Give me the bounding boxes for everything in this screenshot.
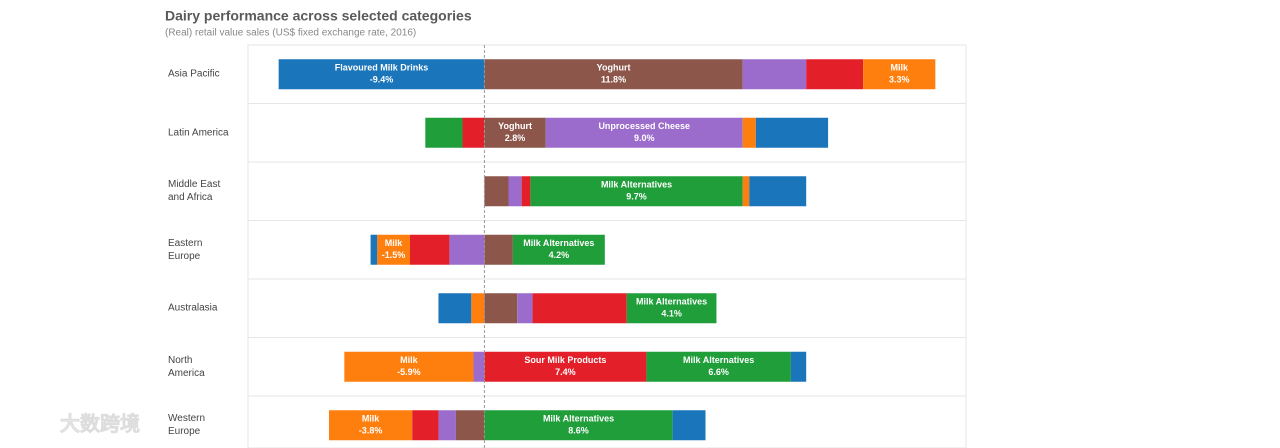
bar-segment [438,293,472,324]
bar-segment [530,176,743,207]
bar-segment [521,176,531,207]
data-label: 11.8% [601,75,626,85]
segment-name: Milk [400,355,418,365]
category-label: Eastern Europe [168,237,203,262]
data-label: 6.6% [708,367,729,377]
plot-frame [247,44,967,448]
bar-segment [484,176,509,207]
bar-segment [370,234,378,265]
data-label: 2.8% [505,133,526,143]
bar-segment [742,59,807,90]
bar-segment [471,293,485,324]
bar-segment [455,410,485,441]
bar-segment [462,117,485,148]
bar-segment [412,410,439,441]
bar-segment [484,293,518,324]
segment-name: Sour Milk Products [524,355,606,365]
data-label: -1.5% [382,250,406,260]
bar-segment [484,117,546,148]
segment-name: Yoghurt [597,63,631,73]
bar-segment [755,117,829,148]
data-label: 4.2% [549,250,570,260]
bar-segment [863,59,936,90]
bar-segment [742,117,756,148]
bar-segment [626,293,717,324]
bar-segment [278,59,485,90]
segment-name: Yoghurt [498,121,532,131]
bar-segment [672,410,706,441]
segment-name: Milk Alternatives [683,355,754,365]
bar-segment [484,59,743,90]
segment-name: Milk Alternatives [636,297,707,307]
bar-segment [545,117,743,148]
data-label: -9.4% [370,75,394,85]
segment-name: Milk [362,414,380,424]
bar-segment [790,351,807,382]
segment-name: Milk Alternatives [601,180,672,190]
segment-name: Milk [890,63,908,73]
data-label: 3.3% [889,75,910,85]
category-label: North America [168,354,205,379]
segment-name: Milk Alternatives [523,238,594,248]
bar-segment [484,234,513,265]
data-label: -5.9% [397,367,421,377]
bar-segment [508,176,522,207]
bar-segment [646,351,791,382]
bar-segment [449,234,485,265]
segment-name: Milk [385,238,403,248]
data-label: 9.0% [634,133,655,143]
bar-segment [377,234,410,265]
segment-name: Milk Alternatives [543,414,614,424]
chart-subtitle: (Real) retail value sales (US$ fixed exc… [165,28,416,39]
data-label: -3.8% [359,426,383,436]
bar-segment [749,176,807,207]
segment-name: Unprocessed Cheese [598,121,690,131]
bar-segment [344,351,474,382]
bar-segment [484,351,647,382]
bar-segment [532,293,627,324]
data-label: 7.4% [555,367,576,377]
bar-segment [328,410,413,441]
bar-segment [409,234,450,265]
category-label: Middle East and Africa [168,179,221,204]
chart-title: Dairy performance across selected catego… [165,8,472,24]
data-label: 9.7% [626,192,647,202]
bar-segment [425,117,463,148]
bar-segment [484,410,673,441]
bar-segment [438,410,456,441]
watermark: 大数跨境 [60,411,140,435]
bar-segment [806,59,864,90]
data-label: 4.1% [661,309,682,319]
category-label: Australasia [168,302,218,314]
data-label: 8.6% [568,426,589,436]
bar-segment [742,176,750,207]
bar-segment [517,293,533,324]
bar-segment [512,234,605,265]
bar-segment [473,351,485,382]
category-label: Latin America [168,127,229,139]
segment-name: Flavoured Milk Drinks [335,63,429,73]
category-label: Western Europe [168,413,206,438]
category-label: Asia Pacific [168,68,220,80]
